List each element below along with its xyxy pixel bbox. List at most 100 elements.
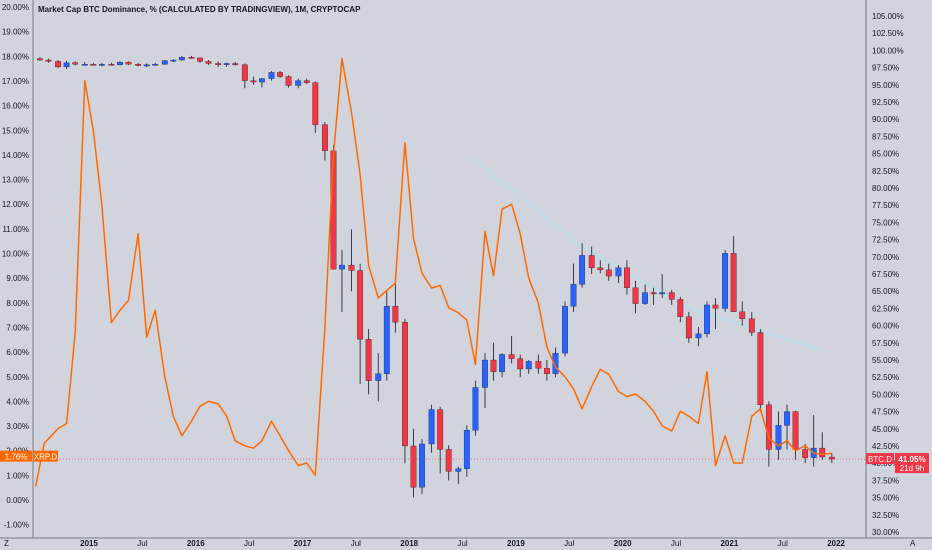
- candle-body: [455, 468, 462, 472]
- right-axis-tick-label: 57.50%: [872, 339, 899, 348]
- candle-body: [375, 373, 382, 381]
- candle-body: [543, 368, 550, 374]
- right-axis-tick-label: 80.00%: [872, 184, 899, 193]
- xrp-value-label: 1.76%: [5, 453, 28, 462]
- xrp-name-tag: [33, 450, 58, 462]
- candle-body: [303, 80, 310, 83]
- btc-value-tag: [895, 453, 929, 474]
- right-axis-tick-label: 75.00%: [872, 218, 899, 227]
- candle-body: [188, 57, 195, 59]
- right-axis-tick-label: 72.50%: [872, 236, 899, 245]
- x-axis-tick-label: 2019: [507, 539, 525, 548]
- right-axis-tick-label: 30.00%: [872, 528, 899, 537]
- right-axis-tick-label: 90.00%: [872, 115, 899, 124]
- left-axis-tick-label: 9.00%: [6, 274, 29, 283]
- xrp-d-line: [34, 58, 832, 487]
- left-axis-tick-label: 4.00%: [6, 397, 29, 406]
- candle-body: [178, 57, 185, 61]
- left-axis-tick-label: -1.00%: [4, 521, 29, 530]
- candle-body: [499, 354, 505, 372]
- right-axis-tick-label: 92.50%: [872, 98, 899, 107]
- candle-body: [739, 311, 746, 319]
- candle-body: [632, 287, 639, 304]
- candle-body: [135, 64, 142, 66]
- candle-body: [295, 80, 302, 86]
- x-axis-tick-label: Jul: [351, 539, 361, 548]
- candle-body: [757, 332, 764, 405]
- left-axis-tick-label: 8.00%: [6, 299, 29, 308]
- corner-label-left: Z: [4, 539, 9, 548]
- candle-body: [55, 61, 61, 68]
- candle-body: [98, 64, 105, 66]
- candle-body: [624, 267, 630, 288]
- left-axis-tick-label: 20.00%: [2, 3, 29, 12]
- candle-body: [161, 60, 168, 65]
- xrp-value-tag: [0, 450, 32, 462]
- candle-body: [410, 445, 417, 488]
- candle-body: [241, 64, 248, 81]
- candle-body: [508, 354, 515, 359]
- candle-body: [437, 409, 444, 450]
- right-axis-tick-label: 60.00%: [872, 322, 899, 331]
- candle-body: [37, 58, 43, 61]
- candle-body: [712, 304, 719, 309]
- left-axis-tick-label: 3.00%: [6, 422, 29, 431]
- right-axis-tick-label: 45.00%: [872, 425, 899, 434]
- candle-body: [152, 64, 159, 66]
- x-axis-tick-label: 2016: [187, 539, 205, 548]
- right-axis-tick-label: 70.00%: [872, 253, 899, 262]
- chart-title: Market Cap BTC Dominance, % (CALCULATED …: [38, 5, 361, 14]
- right-axis-tick-label: 85.00%: [872, 150, 899, 159]
- candle-body: [108, 64, 115, 66]
- candle-body: [490, 359, 497, 372]
- right-axis-tick-label: 52.50%: [872, 373, 899, 382]
- candle-body: [383, 306, 390, 374]
- candle-body: [268, 72, 275, 79]
- candle-body: [570, 284, 577, 307]
- right-axis-tick-label: 105.00%: [872, 12, 904, 21]
- candle-body: [775, 425, 782, 450]
- btc-name-label: BTC.D: [868, 455, 892, 464]
- candle-body: [792, 411, 799, 450]
- left-axis-tick-label: 7.00%: [6, 323, 29, 332]
- candle-body: [365, 339, 372, 381]
- candle-body: [312, 82, 319, 125]
- candle-body: [419, 443, 425, 488]
- left-axis-tick-label: 11.00%: [2, 225, 29, 234]
- candle-body: [232, 63, 239, 65]
- candle-body: [802, 449, 809, 458]
- left-axis-tick-label: 1.00%: [6, 471, 29, 480]
- candle-body: [250, 80, 257, 83]
- left-axis-tick-label: 5.00%: [6, 373, 29, 382]
- candle-body: [482, 359, 488, 388]
- candle-body: [695, 333, 702, 339]
- corner-label-right: A: [910, 539, 916, 548]
- right-axis-tick-label: 100.00%: [872, 46, 904, 55]
- btc-trendline: [468, 155, 823, 351]
- right-axis-tick-label: 102.50%: [872, 29, 904, 38]
- x-axis-tick-label: 2015: [80, 539, 98, 548]
- btc-d-candles: [37, 55, 835, 498]
- x-axis-tick-label: Jul: [671, 539, 681, 548]
- candle-body: [117, 61, 123, 65]
- right-axis-tick-label: 97.50%: [872, 64, 899, 73]
- candle-body: [605, 269, 612, 277]
- candle-body: [45, 59, 52, 62]
- left-axis-tick-label: 15.00%: [2, 126, 29, 135]
- right-axis-tick-label: 47.50%: [872, 408, 899, 417]
- left-axis-tick-label: 12.00%: [2, 200, 29, 209]
- candle-body: [588, 255, 595, 268]
- candle-body: [125, 61, 132, 65]
- right-axis-tick-label: 37.50%: [872, 476, 899, 485]
- x-axis-tick-label: Jul: [564, 539, 574, 548]
- left-axis-tick-label: 16.00%: [2, 102, 29, 111]
- candle-body: [819, 447, 826, 458]
- x-axis-tick-label: 2022: [827, 539, 845, 548]
- candle-body: [730, 253, 737, 312]
- candle-body: [205, 61, 212, 64]
- candle-body: [339, 264, 345, 270]
- candle-body: [562, 306, 568, 354]
- candle-body: [517, 358, 524, 370]
- candle-body: [402, 322, 408, 447]
